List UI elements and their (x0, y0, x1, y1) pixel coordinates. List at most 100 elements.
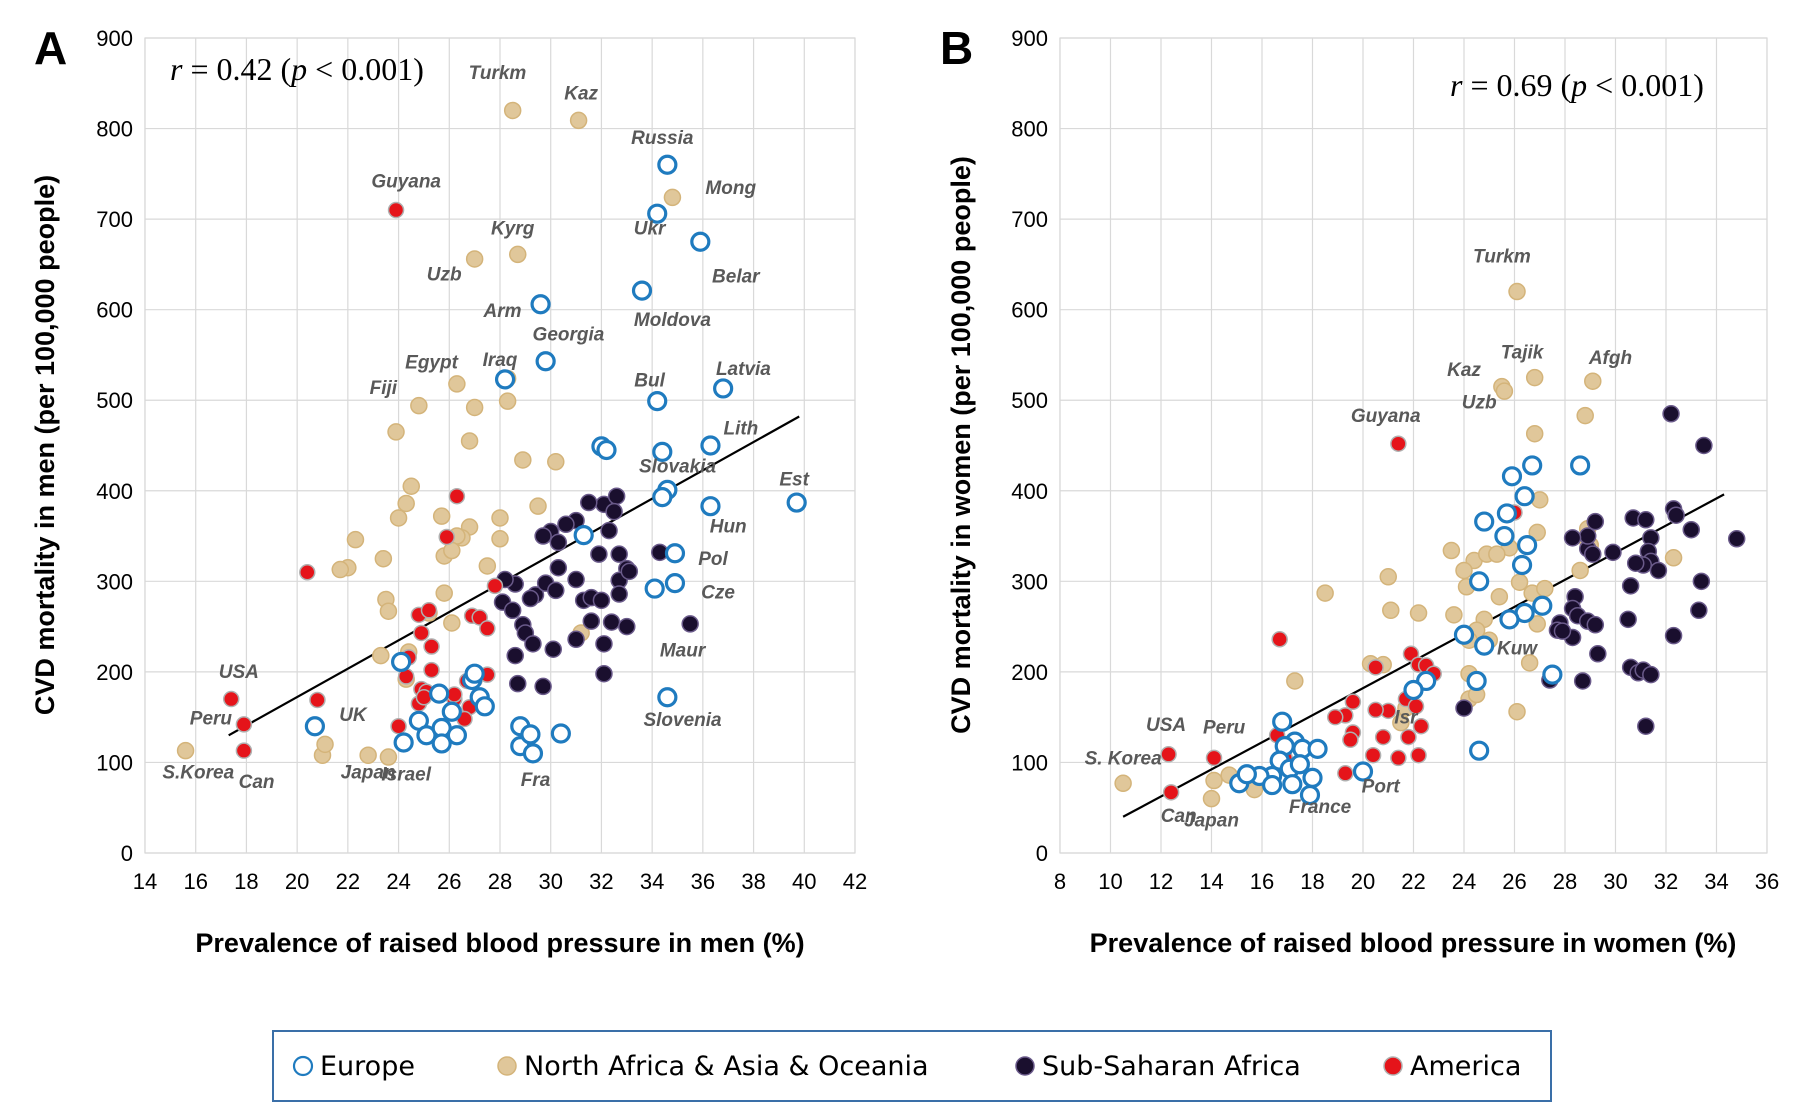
panel-b-point-america (1412, 717, 1430, 735)
panel-b-x-tick-label: 20 (1351, 869, 1375, 894)
panel-a-x-tick-label: 14 (133, 869, 157, 894)
panel-a-point-ssa (534, 677, 552, 696)
panel-b-point-europe (1289, 754, 1310, 775)
panel-a-country-label: S.Korea (162, 763, 234, 784)
panel-a-point-nafr (331, 560, 349, 579)
panel-b-correlation: r = 0.69 (p < 0.001) (1450, 67, 1704, 103)
panel-a-point-europe (431, 733, 452, 754)
panel-a-point-america (438, 528, 455, 546)
panel-a-point-nafr (448, 375, 466, 393)
panel-b-point-america (1205, 749, 1223, 767)
panel-a-point-europe (647, 391, 668, 412)
panel-b-letter: B (940, 22, 973, 74)
panel-a-point-nafr (402, 477, 420, 495)
panel-a-point-america (387, 201, 405, 219)
panel-b-point-nafr (1490, 587, 1509, 606)
panel-b-point-ssa (1637, 511, 1655, 529)
panel-b-point-ssa (1642, 665, 1660, 684)
panel-a-y-tick-label: 600 (96, 298, 133, 323)
panel-a-point-america (413, 624, 430, 642)
panel-b-point-europe (1496, 503, 1518, 524)
panel-b-x-tick-label: 28 (1553, 869, 1577, 894)
panel-a-x-axis-title: Prevalence of raised blood pressure in m… (195, 928, 804, 958)
panel-a-y-tick-label: 900 (96, 26, 133, 51)
panel-b-point-europe (1474, 635, 1495, 656)
panel-a-point-america (479, 620, 496, 637)
panel-b-point-america (1367, 659, 1384, 676)
panel-b-point-ssa (1695, 436, 1713, 455)
panel-a-point-europe (644, 578, 665, 599)
panel-a-point-ssa (567, 630, 585, 649)
panel-b-point-america (1271, 631, 1288, 648)
panel-a-country-label: Kaz (564, 84, 598, 105)
panel-b-point-europe (1501, 466, 1523, 487)
panel-b-point-nafr (1576, 406, 1594, 425)
panel-b-point-ssa (1667, 506, 1685, 524)
panel-b-point-nafr (1114, 774, 1132, 793)
panel-b-point-ssa (1626, 554, 1645, 572)
panel-a-point-europe (464, 663, 485, 684)
panel-b-plot-area (1059, 37, 1768, 854)
panel-b-x-tick-label: 12 (1149, 869, 1173, 894)
panel-a-y-tick-label: 800 (96, 117, 133, 142)
panel-b-point-nafr (1520, 654, 1539, 672)
panel-b-point-america (1342, 731, 1359, 749)
panel-b-country-label: S. Korea (1085, 748, 1163, 769)
panel-a-country-label: Israel (381, 765, 431, 786)
panel-a-point-ssa (595, 635, 613, 653)
panel-b-point-ssa (1690, 601, 1708, 620)
panel-a-point-nafr (176, 741, 195, 760)
panel-b-point-ssa (1621, 577, 1640, 595)
panel-a-point-europe (664, 573, 686, 594)
panel-b-point-ssa (1586, 512, 1605, 531)
panel-b-point-europe (1517, 535, 1538, 556)
panel-b-point-nafr (1488, 545, 1506, 563)
panel-a-x-tick-label: 28 (488, 869, 512, 894)
panel-b-point-europe (1466, 670, 1487, 692)
panel-a-y-axis-title: CVD mortality in men (per 100,000 people… (30, 175, 60, 715)
panel-a-point-nafr (478, 557, 497, 575)
panel-b-y-tick-label: 0 (1036, 841, 1048, 866)
panel-a-point-ssa (503, 601, 522, 620)
panel-b-point-europe (1469, 740, 1490, 761)
panel-b-point-europe (1494, 525, 1515, 547)
panel-b-point-america (1162, 784, 1180, 801)
panel-a-point-nafr (529, 497, 547, 515)
panel-a: A 0 100 200 300 400 500 600 700 800 900 14 16 18 20 22… (30, 22, 867, 958)
panel-b-point-america (1326, 708, 1344, 726)
legend-item-nafr: North Africa & Asia & Oceania (497, 1051, 929, 1082)
panel-a-country-label: Latvia (716, 359, 771, 380)
panel-a-point-nafr (379, 602, 398, 620)
panel-a-country-label: Egypt (405, 353, 458, 374)
panel-a-point-ssa (547, 581, 565, 600)
panel-a-country-label: Slovenia (643, 710, 722, 731)
panel-b-point-ssa (1692, 572, 1711, 591)
panel-a-point-nafr (569, 111, 588, 130)
panel-b-point-europe (1302, 767, 1323, 788)
panel-b-country-label: France (1289, 797, 1352, 818)
panel-a-country-label: Moldova (634, 310, 711, 331)
panel-b-point-nafr (1525, 424, 1544, 443)
panel-b-point-america (1374, 728, 1392, 746)
panel-a-point-nafr (359, 746, 377, 764)
panel-b-country-label: Turkm (1473, 247, 1531, 268)
panel-a-point-europe (700, 435, 721, 456)
panel-a-point-america (222, 690, 240, 708)
panel-b-point-ssa (1584, 545, 1602, 563)
panel-a-point-america (390, 717, 407, 735)
panel-b-point-europe (1499, 609, 1520, 630)
panel-a-point-europe (664, 543, 686, 564)
panel-a-point-europe (657, 687, 678, 708)
panel-a-point-europe (429, 683, 450, 704)
panel-a-point-europe (700, 496, 721, 517)
panel-b-point-europe (1474, 511, 1495, 532)
panel-a-y-tick-label: 300 (96, 569, 133, 594)
panel-a-country-label: Est (779, 469, 809, 490)
panel-b-point-nafr (1508, 702, 1526, 721)
panel-a-point-ssa (610, 585, 628, 603)
panel-b-point-america (1337, 765, 1354, 782)
panel-b-point-nafr (1571, 561, 1589, 580)
panel-b-point-europe (1532, 595, 1553, 616)
panel-a-point-ssa (509, 674, 527, 693)
panel-a-point-europe (391, 651, 412, 673)
